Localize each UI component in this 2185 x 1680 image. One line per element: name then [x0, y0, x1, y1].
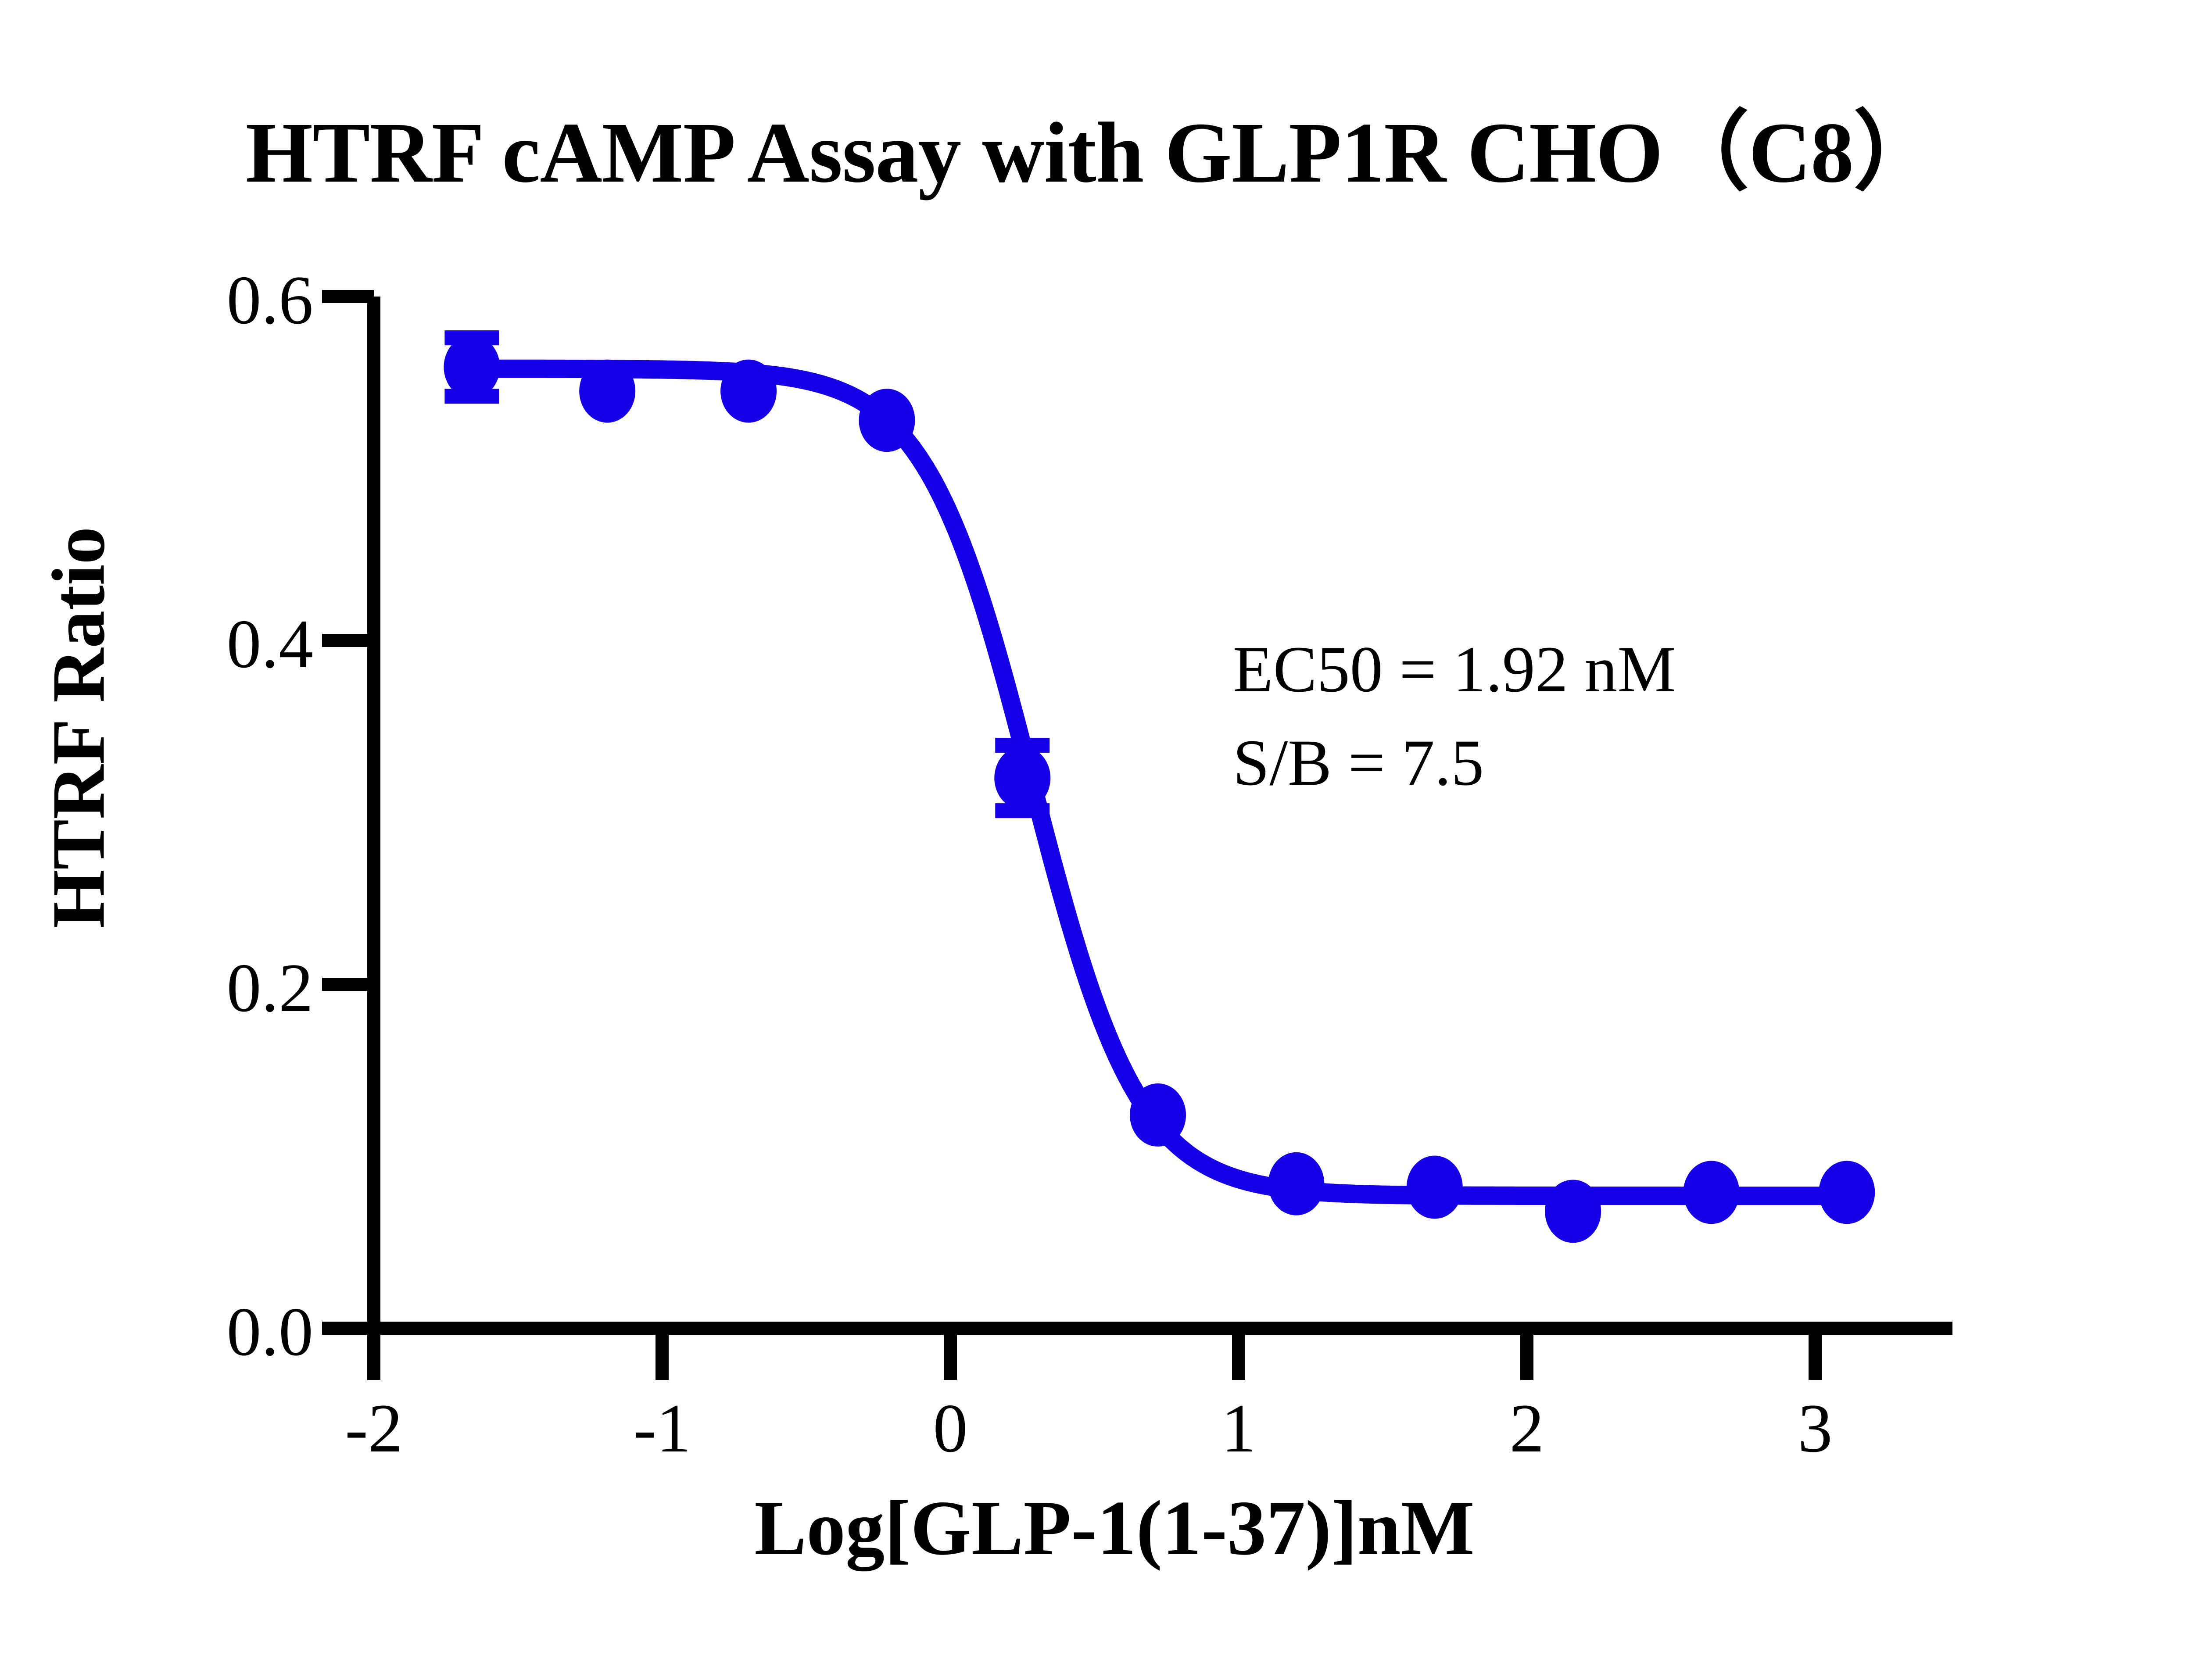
data-point [720, 359, 777, 423]
data-point [859, 389, 915, 452]
y-tick-label: 0.6 [226, 262, 314, 339]
x-tick-label: 2 [1509, 1390, 1544, 1467]
y-axis-title: HTRF Ratio [37, 526, 121, 929]
data-point [1130, 1083, 1186, 1147]
data-point [579, 359, 636, 423]
annotation-block: EC50 = 1.92 nM S/B = 7.5 [1233, 623, 1676, 810]
y-tick-label: 0.0 [226, 1294, 314, 1370]
data-points [444, 335, 1875, 1243]
ec50-annotation: EC50 = 1.92 nM [1233, 633, 1676, 706]
data-point [1545, 1180, 1601, 1243]
data-point [1406, 1155, 1463, 1219]
y-tick-label: 0.2 [226, 950, 314, 1026]
x-tick-label: 0 [933, 1390, 968, 1467]
data-point [444, 335, 500, 399]
data-point [1683, 1161, 1740, 1224]
y-tick-label: 0.4 [226, 606, 314, 683]
x-axis-ticks [367, 1328, 1822, 1380]
data-point [994, 746, 1051, 810]
x-tick-label: 3 [1798, 1390, 1833, 1467]
data-point [1819, 1161, 1875, 1224]
x-axis-title: Log[GLP-1(1-37)]nM [754, 1484, 1475, 1571]
data-point [1268, 1152, 1325, 1215]
x-tick-label: -1 [633, 1390, 691, 1467]
sb-annotation: S/B = 7.5 [1233, 726, 1484, 799]
y-axis-ticks [322, 290, 374, 1335]
chart-title: HTRF cAMP Assay with GLP1R CHO（C8） [245, 104, 1940, 200]
x-tick-label: -2 [345, 1390, 403, 1467]
x-tick-label: 1 [1221, 1390, 1256, 1467]
